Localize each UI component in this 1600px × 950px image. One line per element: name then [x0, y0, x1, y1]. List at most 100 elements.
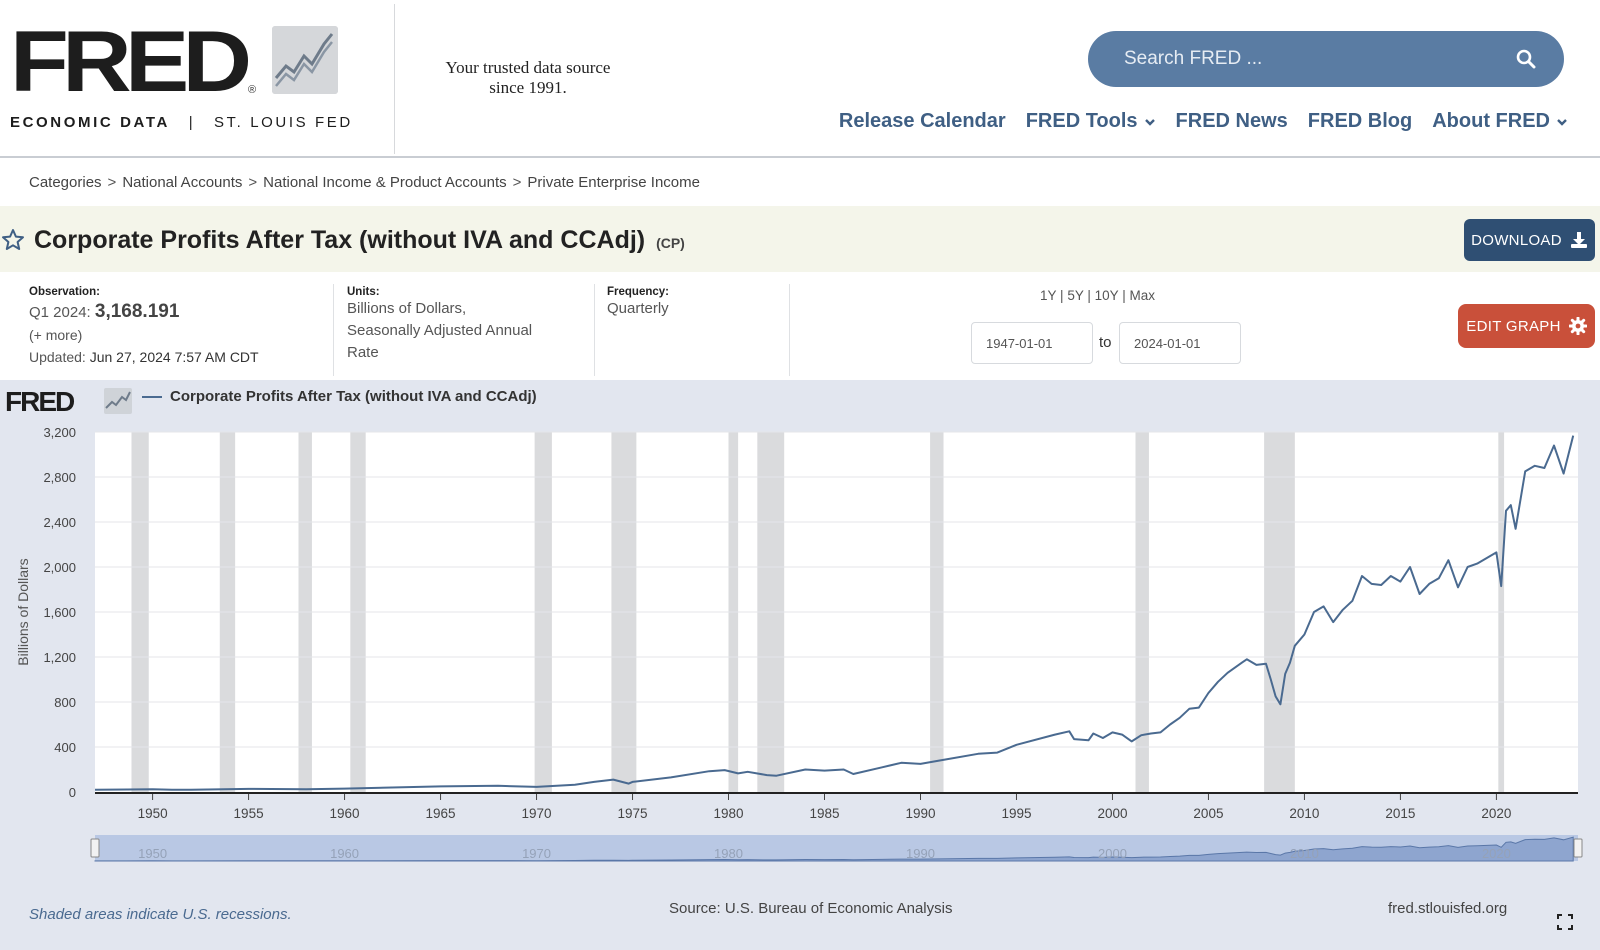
- range-1y-link[interactable]: 1Y: [1040, 288, 1057, 303]
- range-links: 1Y | 5Y | 10Y | Max: [1040, 288, 1155, 303]
- navigator-label: 1980: [714, 846, 743, 861]
- nav-fred-tools[interactable]: FRED Tools: [1026, 110, 1156, 133]
- download-label: DOWNLOAD: [1471, 231, 1562, 249]
- frequency-value: Quarterly: [607, 300, 669, 317]
- download-button[interactable]: DOWNLOAD: [1464, 219, 1595, 261]
- tagline: Your trusted data source since 1991.: [408, 58, 648, 98]
- y-tick-label: 1,200: [43, 650, 76, 665]
- frequency-block: Frequency: Quarterly: [607, 286, 669, 320]
- nav-release-calendar[interactable]: Release Calendar: [839, 110, 1006, 133]
- units-line-3: Rate: [347, 344, 379, 361]
- tagline-line-1: Your trusted data source: [445, 58, 611, 77]
- updated-value: Jun 27, 2024 7:57 AM CDT: [89, 349, 259, 365]
- fred-logo[interactable]: FRED ®: [10, 19, 338, 105]
- range-5y-link[interactable]: 5Y: [1067, 288, 1084, 303]
- graph-fred-logo: FRED: [5, 386, 75, 417]
- logo-sub-st-louis-fed: ST. LOUIS FED: [213, 114, 353, 131]
- series-title-text: Corporate Profits After Tax (without IVA…: [34, 226, 646, 254]
- search-input[interactable]: [1124, 48, 1512, 70]
- navigator-area: [94, 836, 1574, 862]
- y-tick-label: 2,400: [43, 515, 76, 530]
- nav-release-calendar-label: Release Calendar: [838, 110, 1006, 132]
- nav-about-fred[interactable]: About FRED: [1432, 110, 1568, 133]
- nav-fred-blog[interactable]: FRED Blog: [1308, 110, 1412, 133]
- logo-registered-mark: ®: [248, 84, 257, 96]
- range-max-link[interactable]: Max: [1129, 288, 1155, 303]
- meta-divider: [333, 284, 334, 376]
- navigator-label: 1990: [906, 846, 935, 861]
- navigator-label: 2010: [1290, 846, 1319, 861]
- breadcrumb-private-enterprise-income[interactable]: Private Enterprise Income: [527, 174, 700, 191]
- y-tick-label: 2,000: [43, 560, 76, 575]
- recession-note: Shaded areas indicate U.S. recessions.: [29, 906, 292, 923]
- navigator-label: 1970: [522, 846, 551, 861]
- series-line: [94, 435, 1575, 791]
- fullscreen-icon[interactable]: [1557, 914, 1573, 930]
- nav-fred-news[interactable]: FRED News: [1176, 110, 1288, 133]
- series-id: (CP): [656, 235, 685, 251]
- site-link[interactable]: fred.stlouisfed.org: [1388, 900, 1508, 917]
- star-icon[interactable]: [1, 228, 25, 252]
- y-tick-label: 0: [69, 785, 76, 800]
- meta-divider: [594, 284, 595, 376]
- units-line-2: Seasonally Adjusted Annual: [347, 322, 533, 339]
- y-tick-label: 400: [54, 740, 76, 755]
- frequency-label: Frequency:: [607, 286, 669, 298]
- chevron-down-icon: [1144, 118, 1155, 126]
- source-note: Source: U.S. Bureau of Economic Analysis: [669, 900, 953, 917]
- x-tick-label: 1990: [905, 806, 935, 821]
- x-tick-label: 1965: [426, 806, 456, 821]
- download-icon: [1570, 232, 1587, 248]
- header-divider: [394, 4, 395, 154]
- range-separator: |: [1087, 288, 1091, 303]
- x-tick-label: 2020: [1481, 806, 1511, 821]
- main-nav: Release Calendar FRED Tools FRED News FR…: [839, 110, 1568, 133]
- breadcrumb: Categories > National Accounts > Nationa…: [29, 174, 700, 191]
- line-chart[interactable]: 0 400 800 1,200 1,600 2,000 2,400 2,800 3,200 Bil…: [0, 380, 1600, 890]
- start-date-input[interactable]: [971, 322, 1093, 364]
- navigator-label: 1950: [138, 846, 167, 861]
- breadcrumb-national-accounts[interactable]: National Accounts: [122, 174, 243, 191]
- navigator-label: 1960: [330, 846, 359, 861]
- logo-subtitle: ECONOMIC DATA | ST. LOUIS FED: [10, 114, 353, 131]
- y-tick-label: 800: [54, 695, 76, 710]
- logo-wordmark: FRED: [10, 14, 252, 110]
- y-tick-label: 1,600: [43, 605, 76, 620]
- x-tick-label: 1970: [522, 806, 552, 821]
- nav-about-fred-label: About FRED: [1432, 110, 1550, 132]
- more-observations-link[interactable]: (+ more): [29, 327, 83, 343]
- search-button[interactable]: [1512, 45, 1540, 73]
- edit-graph-button[interactable]: EDIT GRAPH: [1458, 304, 1595, 348]
- series-meta: Observation: Q1 2024: 3,168.191 (+ more)…: [0, 272, 1600, 380]
- x-tick-label: 2005: [1193, 806, 1223, 821]
- x-tick-label: 1975: [618, 806, 648, 821]
- search-box[interactable]: [1088, 31, 1564, 87]
- range-separator: |: [1122, 288, 1126, 303]
- legend-line-swatch: [142, 395, 162, 398]
- chart-legend[interactable]: Corporate Profits After Tax (without IVA…: [142, 388, 537, 405]
- range-10y-link[interactable]: 10Y: [1094, 288, 1119, 303]
- navigator-label: 2020: [1482, 846, 1511, 861]
- breadcrumb-separator: >: [248, 174, 258, 191]
- units-block: Units: Billions of Dollars, Seasonally A…: [347, 286, 532, 364]
- edit-graph-label: EDIT GRAPH: [1466, 317, 1561, 335]
- y-tick-label: 2,800: [43, 470, 76, 485]
- logo-sub-economic-data: ECONOMIC DATA: [10, 114, 170, 131]
- y-axis-title: Billions of Dollars: [15, 558, 31, 665]
- series-title-band: Corporate Profits After Tax (without IVA…: [0, 206, 1600, 272]
- site-header: FRED ® ECONOMIC DATA | ST. LOUIS FED You…: [0, 0, 1600, 158]
- breadcrumb-nipa[interactable]: National Income & Product Accounts: [263, 174, 507, 191]
- logo-sub-separator: |: [188, 114, 196, 131]
- x-tick-label: 1980: [713, 806, 743, 821]
- nav-fred-blog-label: FRED Blog: [1307, 110, 1413, 132]
- end-date-input[interactable]: [1119, 322, 1241, 364]
- x-tick-label: 1995: [1001, 806, 1031, 821]
- page-title: Corporate Profits After Tax (without IVA…: [34, 226, 685, 255]
- navigator-handle[interactable]: [1573, 838, 1583, 858]
- logo-chart-icon: [272, 26, 338, 94]
- navigator-handle[interactable]: [90, 838, 100, 858]
- breadcrumb-separator: >: [512, 174, 522, 191]
- observation-period: Q1 2024:: [29, 304, 91, 321]
- x-tick-label: 2000: [1097, 806, 1127, 821]
- breadcrumb-categories[interactable]: Categories: [29, 174, 102, 191]
